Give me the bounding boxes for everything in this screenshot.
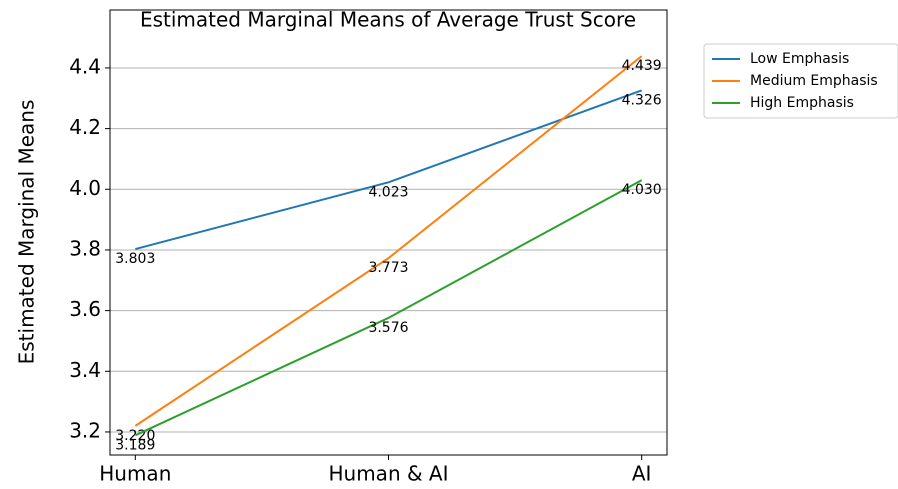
x-tick-label: AI xyxy=(632,462,652,486)
data-label: 3.220 xyxy=(115,428,155,444)
legend-label: Medium Emphasis xyxy=(750,73,878,89)
series-line xyxy=(135,89,643,250)
y-tick-label: 4.4 xyxy=(69,54,101,78)
y-axis-label: Estimated Marginal Means xyxy=(15,100,39,365)
data-label: 4.439 xyxy=(622,58,662,74)
data-label: 3.773 xyxy=(368,260,408,276)
data-label: 3.576 xyxy=(368,320,408,336)
y-tick-label: 4.0 xyxy=(69,176,101,200)
legend-label: High Emphasis xyxy=(750,95,854,111)
data-label: 4.030 xyxy=(622,182,662,198)
y-tick-label: 3.8 xyxy=(69,236,101,260)
data-label: 3.803 xyxy=(115,251,155,267)
data-label: 3.189 xyxy=(115,437,155,453)
plot-frame xyxy=(109,9,668,456)
chart-title: Estimated Marginal Means of Average Trus… xyxy=(140,8,636,32)
y-tick-label: 3.6 xyxy=(69,297,101,321)
series-line xyxy=(134,55,643,427)
legend-label: Low Emphasis xyxy=(750,51,849,67)
y-tick-label: 3.4 xyxy=(69,358,101,382)
x-tick-label: Human xyxy=(99,462,171,486)
data-label: 4.326 xyxy=(622,92,662,108)
x-tick-label: Human & AI xyxy=(328,462,448,486)
y-tick-label: 4.2 xyxy=(69,115,101,139)
data-label: 4.023 xyxy=(368,184,408,200)
y-tick-label: 3.2 xyxy=(69,418,101,442)
legend-box xyxy=(703,43,898,119)
series-line xyxy=(134,179,643,437)
